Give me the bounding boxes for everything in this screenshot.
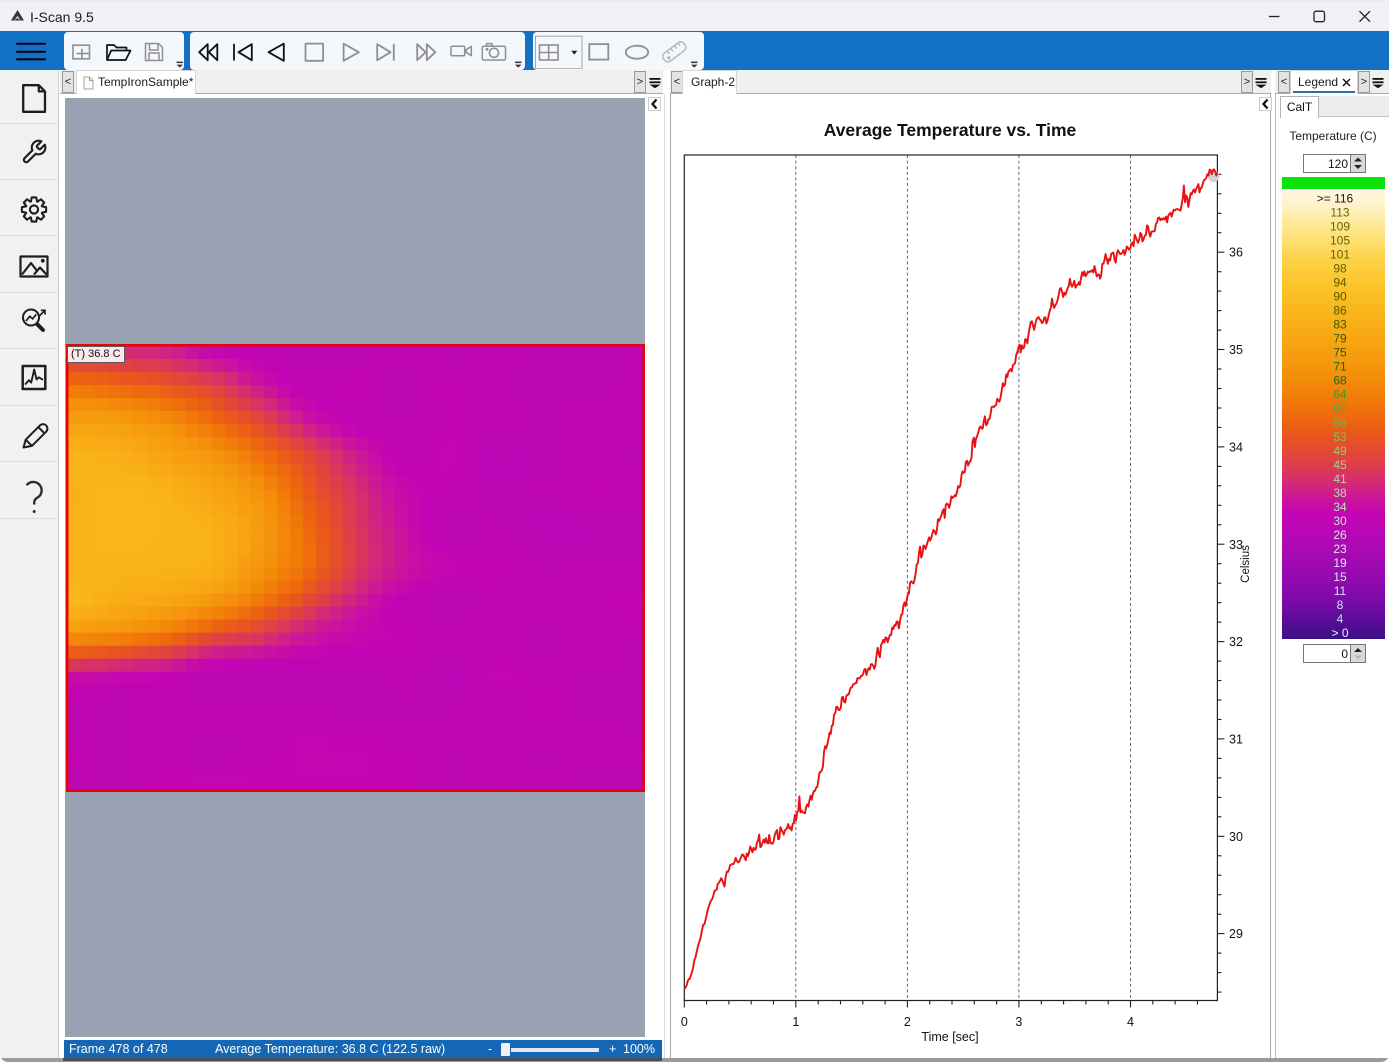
svg-text:4: 4 [1127, 1015, 1134, 1029]
svg-text:19: 19 [1333, 556, 1347, 570]
svg-text:45: 45 [1333, 458, 1347, 472]
svg-text:113: 113 [1330, 205, 1349, 219]
svg-text:3: 3 [1015, 1015, 1022, 1029]
svg-text:98: 98 [1333, 261, 1347, 275]
svg-text:71: 71 [1333, 360, 1347, 374]
svg-text:64: 64 [1333, 388, 1347, 402]
svg-text:2: 2 [904, 1015, 911, 1029]
svg-text:109: 109 [1330, 219, 1350, 233]
svg-text:75: 75 [1333, 346, 1347, 360]
svg-text:34: 34 [1333, 500, 1347, 514]
svg-text:11: 11 [1334, 584, 1347, 598]
svg-text:26: 26 [1333, 528, 1347, 542]
svg-text:32: 32 [1229, 635, 1243, 649]
svg-text:33: 33 [1229, 538, 1243, 552]
svg-text:>= 116: >= 116 [1317, 191, 1354, 205]
svg-text:83: 83 [1333, 318, 1347, 332]
svg-text:Time [sec]: Time [sec] [921, 1030, 978, 1044]
svg-text:86: 86 [1333, 304, 1347, 318]
svg-text:29: 29 [1229, 927, 1243, 941]
svg-text:30: 30 [1333, 514, 1347, 528]
svg-text:36: 36 [1229, 246, 1243, 260]
svg-text:4: 4 [1337, 612, 1344, 626]
svg-text:8: 8 [1337, 598, 1344, 612]
svg-text:79: 79 [1333, 332, 1347, 346]
svg-text:41: 41 [1333, 472, 1347, 486]
svg-text:90: 90 [1333, 290, 1347, 304]
svg-text:105: 105 [1330, 233, 1350, 247]
svg-text:23: 23 [1333, 542, 1347, 556]
svg-text:Average Temperature vs. Time: Average Temperature vs. Time [824, 120, 1077, 140]
svg-text:1: 1 [792, 1015, 799, 1029]
svg-text:34: 34 [1229, 440, 1243, 454]
svg-text:0: 0 [681, 1015, 688, 1029]
svg-text:15: 15 [1333, 570, 1347, 584]
svg-text:31: 31 [1229, 732, 1243, 746]
svg-text:Celsius: Celsius [1240, 545, 1252, 583]
svg-text:68: 68 [1333, 374, 1347, 388]
svg-text:38: 38 [1333, 486, 1347, 500]
svg-text:> 0: > 0 [1331, 626, 1348, 639]
svg-text:49: 49 [1333, 444, 1347, 458]
svg-text:53: 53 [1333, 430, 1347, 444]
svg-text:94: 94 [1333, 276, 1347, 290]
svg-text:56: 56 [1333, 416, 1347, 430]
svg-text:30: 30 [1229, 830, 1243, 844]
svg-text:101: 101 [1330, 247, 1350, 261]
svg-text:60: 60 [1333, 402, 1347, 416]
svg-text:35: 35 [1229, 343, 1243, 357]
